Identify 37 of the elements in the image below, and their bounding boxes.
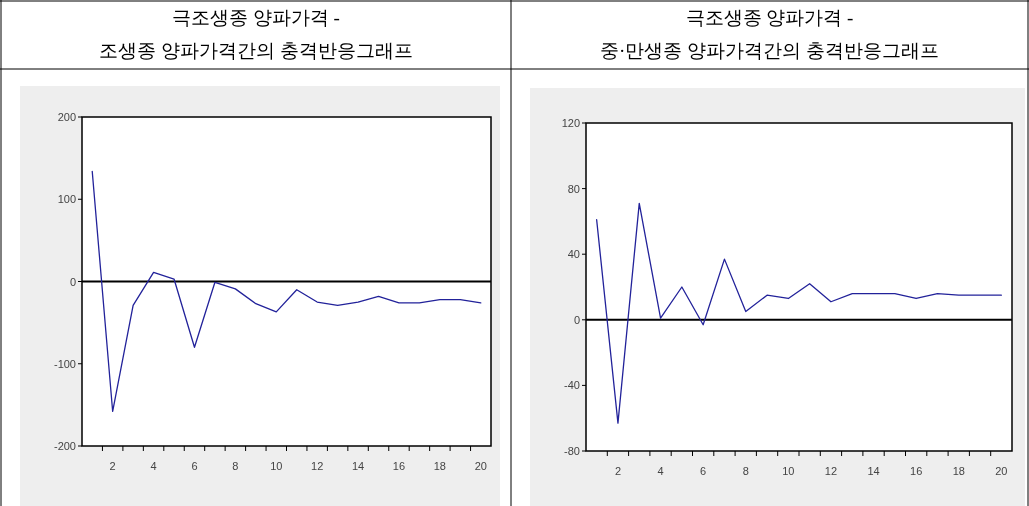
x-tick-label: 10 bbox=[782, 465, 795, 477]
x-tick-label: 8 bbox=[232, 460, 239, 472]
x-tick-label: 10 bbox=[270, 460, 283, 472]
y-tick-label: 40 bbox=[567, 248, 580, 261]
x-tick-label: 16 bbox=[392, 460, 406, 472]
x-tick-label: 18 bbox=[433, 460, 446, 472]
y-tick-label: 100 bbox=[57, 193, 76, 206]
y-tick-label: 200 bbox=[57, 111, 76, 123]
x-tick-label: 6 bbox=[191, 460, 198, 472]
y-tick-label: 80 bbox=[567, 182, 580, 195]
x-tick-label: 8 bbox=[742, 465, 749, 477]
chart-subtitle: 중·만생종 양파가격간의 충격반응그래프 bbox=[600, 40, 939, 61]
x-tick-label: 14 bbox=[351, 460, 365, 472]
x-tick-label: 2 bbox=[614, 465, 622, 477]
x-tick-label: 6 bbox=[700, 465, 707, 477]
chart-subtitle: 조생종 양파가격간의 충격반응그래프 bbox=[99, 40, 413, 61]
y-tick-label: 0 bbox=[573, 313, 580, 326]
chart-title: 극조생종 양파가격 - bbox=[172, 7, 340, 28]
y-tick-label: 120 bbox=[561, 117, 580, 129]
y-tick-label: -40 bbox=[564, 379, 580, 392]
x-tick-label: 20 bbox=[474, 460, 487, 472]
x-tick-label: 12 bbox=[824, 465, 838, 477]
x-tick-label: 12 bbox=[311, 460, 324, 472]
y-tick-label: -200 bbox=[53, 440, 76, 452]
chart-title: 극조생종 양파가격 - bbox=[685, 7, 854, 28]
line-series bbox=[596, 202, 1002, 424]
x-tick-label: 18 bbox=[952, 465, 965, 477]
y-tick-label: 0 bbox=[69, 275, 76, 288]
x-tick-label: 2 bbox=[109, 460, 116, 472]
x-tick-label: 4 bbox=[150, 460, 157, 472]
x-tick-label: 20 bbox=[995, 465, 1008, 477]
x-tick-label: 16 bbox=[910, 465, 923, 477]
x-tick-label: 14 bbox=[867, 465, 880, 477]
x-tick-label: 4 bbox=[657, 465, 664, 477]
line-series bbox=[91, 170, 482, 413]
y-tick-label: -100 bbox=[53, 357, 76, 370]
y-tick-label: -80 bbox=[564, 445, 580, 457]
